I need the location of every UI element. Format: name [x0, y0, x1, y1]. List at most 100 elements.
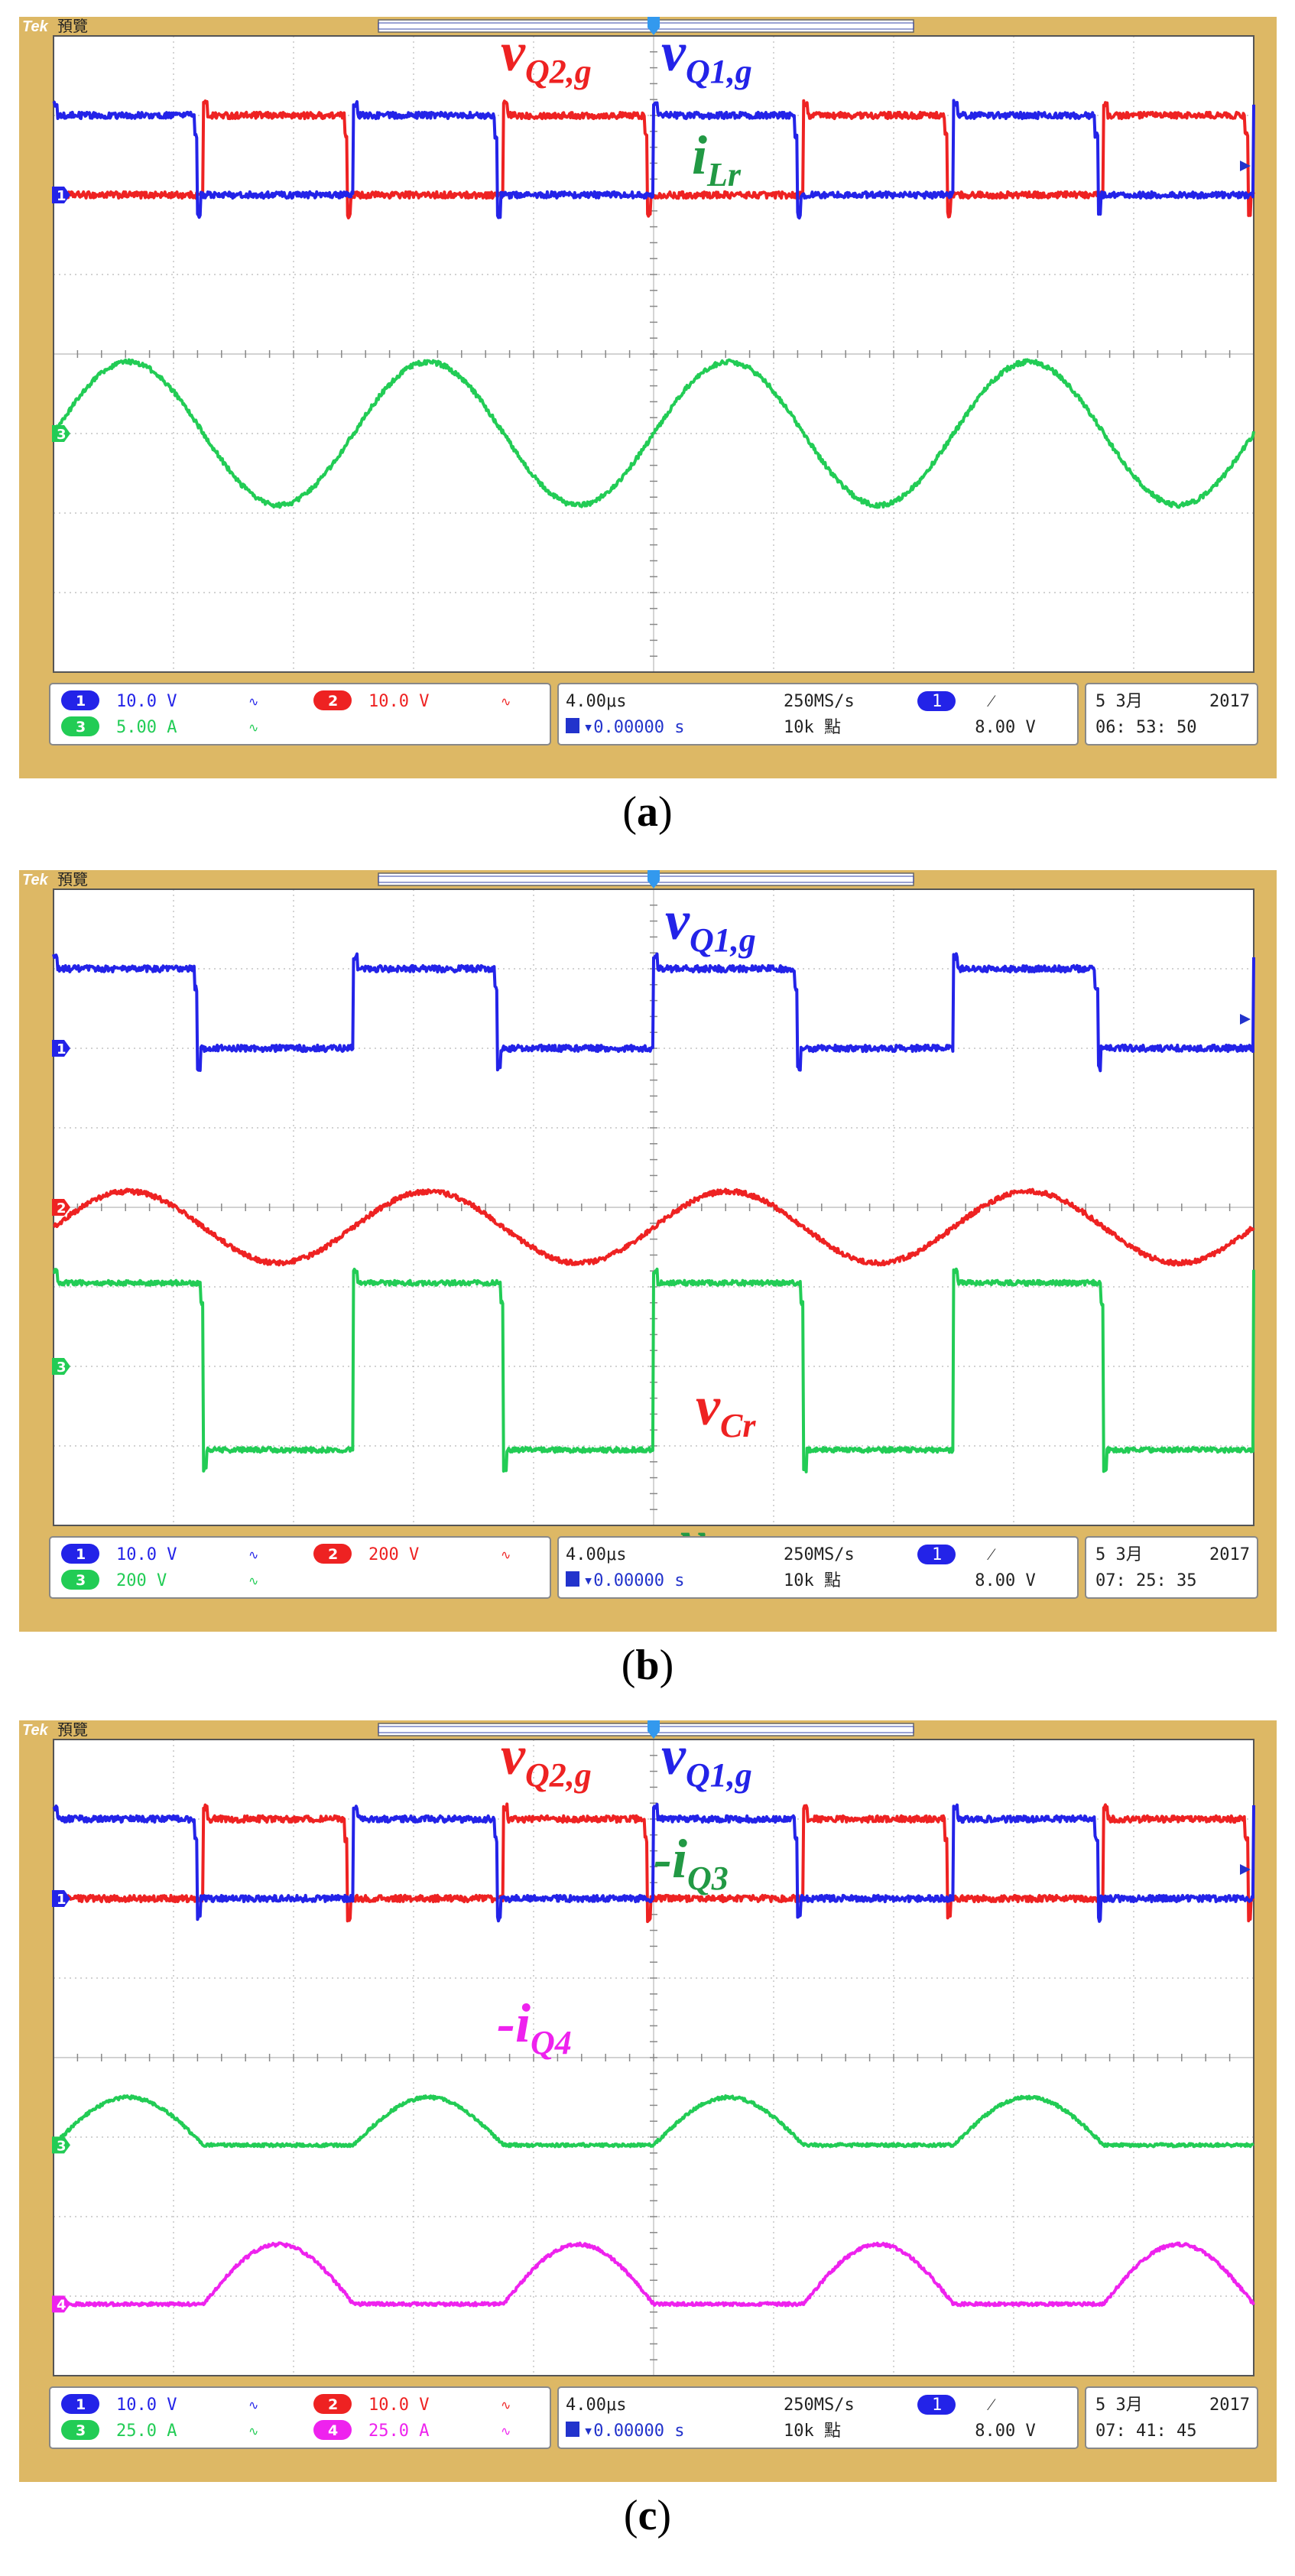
record-view-window: [378, 1726, 914, 1733]
channel-marker-1: 1: [52, 1040, 70, 1057]
channel-marker-shape: [52, 1040, 70, 1057]
trace-label-sub: Q1,g: [686, 1756, 752, 1794]
channel-scale-value: 10.0 V: [116, 2396, 177, 2415]
trigger-position-marker: [648, 870, 660, 888]
trace-iLr: [53, 358, 1255, 509]
channel-scale-value: 25.0 A: [368, 2422, 429, 2441]
channel-scale-value: 200 V: [368, 1545, 419, 1564]
trigger-level-marker: [1240, 1014, 1251, 1025]
trace-label-vQ2,g: vQ2,g: [501, 21, 592, 90]
trace-label--iQ4: -iQ4: [497, 1993, 572, 2061]
datetime-box: [1085, 683, 1258, 746]
mode-label: 預覽: [57, 1720, 88, 1739]
mode-label: 預覽: [57, 17, 88, 35]
delay-icon: [566, 2422, 579, 2437]
trace-label-base: v: [696, 1376, 721, 1437]
status-bar: 1 10.0 V ∿ 2 10.0 V ∿ 3 25.0 A ∿ 4 25.0 A ∿ 4.00μs ▾0…: [49, 2386, 1258, 2449]
channel-marker-2: 2: [52, 1199, 70, 1217]
caption-a: (a): [622, 788, 673, 836]
trace-vab: [53, 1267, 1255, 1473]
channel-marker-label: 1: [57, 1892, 67, 1908]
channel-badge: [313, 2394, 352, 2414]
channel-scale-box: [49, 1536, 551, 1599]
date-value: 5 3月: [1095, 1545, 1143, 1564]
channel-badge-number: 2: [328, 1546, 338, 1563]
channel-scale-value: 10.0 V: [368, 2396, 429, 2415]
year-value: 2017: [1209, 2396, 1250, 2415]
bandwidth-icon: ∿: [248, 694, 258, 709]
scope-panel-a: Tek 預覽 1 3 vQ2,g vQ1,g iLr 1 10.0 V ∿ 2 10.0 V ∿ 3 5.0…: [19, 17, 1277, 778]
record-length-value: 10k 點: [784, 2422, 841, 2441]
trigger-level-marker: [1240, 161, 1251, 171]
bandwidth-icon: ∿: [248, 720, 258, 735]
channel-scale-r2-0: 3 200 V ∿: [61, 1570, 258, 1590]
channel-marker-label: 1: [57, 188, 67, 204]
trigger-level-value: 8.00 V: [975, 1571, 1035, 1590]
channel-scale-value: 25.0 A: [116, 2422, 177, 2441]
trace-label-base: -i: [497, 1993, 531, 2054]
trace-vCr: [53, 1187, 1255, 1267]
trace-label-base: v: [501, 21, 526, 83]
channel-scale-value: 10.0 V: [368, 692, 429, 711]
mode-label: 預覽: [57, 870, 88, 888]
timebase-value: 4.00μs: [566, 2396, 626, 2415]
trace-label-vCr: vCr: [696, 1376, 756, 1444]
channel-marker-label: 1: [57, 1041, 67, 1057]
channel-scale-r2-0: 3 5.00 A ∿: [61, 716, 258, 737]
trace-label-sub: Q2,g: [525, 53, 592, 90]
record-view-bar: [378, 19, 914, 33]
date-value: 5 3月: [1095, 692, 1143, 711]
channel-marker-3: 3: [52, 1358, 70, 1376]
channel-badge-number: 3: [76, 1572, 86, 1589]
channel-marker-shape: [52, 2295, 70, 2313]
trace-label-sub: Lr: [706, 156, 742, 193]
trace-label-base: -i: [654, 1828, 687, 1889]
delay-value: ▾0.00000 s: [583, 2422, 684, 2441]
bandwidth-icon: ∿: [501, 694, 511, 709]
trace-vQ1,g: [52, 952, 1255, 1073]
trace-label-sub: Q1,g: [686, 53, 752, 90]
trace-label-sub: Q4: [531, 2024, 572, 2061]
channel-scale-r2-1: 4 25.0 A ∿: [313, 2420, 511, 2441]
delay-value: ▾0.00000 s: [583, 1571, 684, 1590]
trace-label-vQ1,g: vQ1,g: [661, 21, 752, 90]
trigger-level-value: 8.00 V: [975, 2422, 1035, 2441]
channel-marker-shape: [52, 1358, 70, 1375]
channel-badge-number: 1: [76, 693, 86, 710]
trace-label-sub: Cr: [720, 1407, 756, 1444]
channel-badge-number: 3: [76, 2422, 86, 2439]
trigger-source-badge: [917, 2395, 956, 2415]
status-bar: 1 10.0 V ∿ 2 200 V ∿ 3 200 V ∿ 4.00μs ▾0.00000 s 25…: [49, 1536, 1258, 1599]
channel-marker-shape: [52, 2136, 70, 2154]
channel-badge: [313, 1544, 352, 1564]
bandwidth-icon: ∿: [248, 1574, 258, 1588]
trace-label-sub: Q1,g: [690, 921, 756, 959]
screen-border: [53, 35, 1254, 673]
trigger-source-badge: [917, 691, 956, 711]
channel-marker-shape: [52, 1890, 70, 1907]
channel-badge: [61, 690, 99, 710]
channel-scale-r1-1: 2 10.0 V ∿: [313, 2394, 511, 2415]
delay-value: ▾0.00000 s: [583, 718, 684, 737]
trace--iQ3: [52, 2094, 1254, 2149]
datetime-box: [1085, 2386, 1258, 2449]
brand-label: Tek: [22, 872, 49, 888]
channel-marker-1: 1: [52, 187, 70, 204]
bandwidth-icon: ∿: [501, 2424, 511, 2438]
trace-label-iLr: iLr: [692, 125, 742, 193]
trigger-level-value: 8.00 V: [975, 718, 1035, 737]
scope-header: Tek 預覽: [22, 1720, 914, 1739]
time-value: 07: 41: 45: [1095, 2422, 1196, 2441]
record-view-window: [378, 875, 914, 883]
channel-marker-label: 4: [57, 2297, 67, 2313]
channel-marker-3: 3: [52, 425, 70, 443]
channel-scale-r2-0: 3 25.0 A ∿: [61, 2420, 258, 2441]
caption-c-letter: c: [638, 2492, 657, 2539]
trace-label-base: v: [661, 1725, 686, 1786]
trigger-position-marker: [648, 17, 660, 35]
trace-label-sub: Q2,g: [525, 1756, 592, 1794]
channel-marker-4: 4: [52, 2295, 70, 2313]
